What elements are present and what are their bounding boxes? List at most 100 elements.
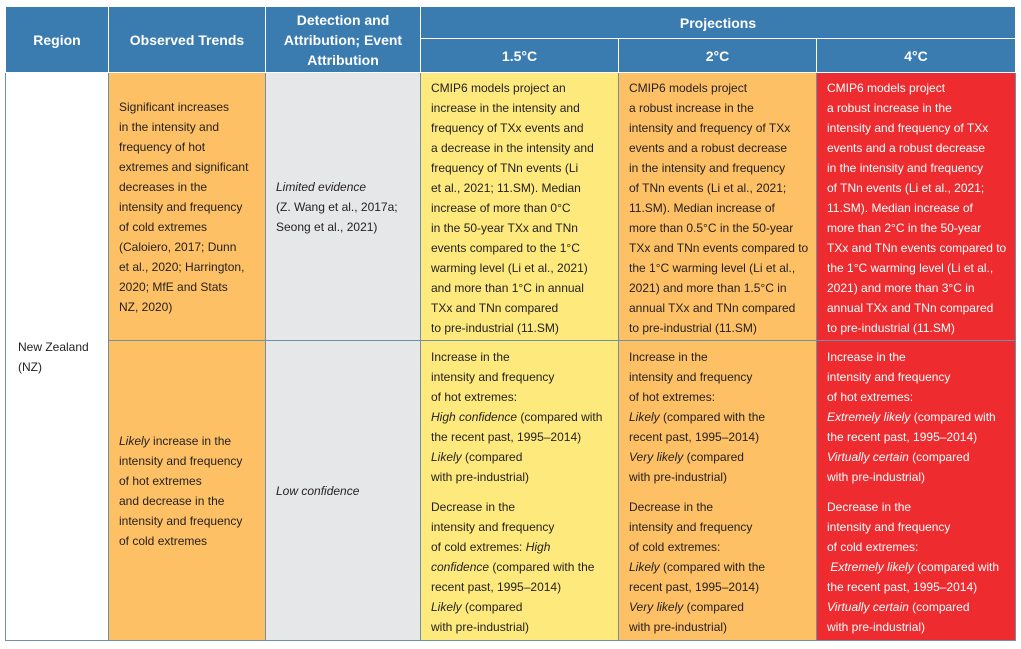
text-line: frequency of TXx events and [431, 121, 584, 135]
text-line: Likely increase in the [119, 431, 255, 451]
text-line: recent past, 1995–2014) [431, 580, 562, 594]
header-observed-trends: Observed Trends [108, 6, 266, 73]
text-line: recent past, 1995–2014) [629, 580, 760, 594]
text-line: intensity and frequency [629, 520, 753, 534]
text-line: a robust increase in the [629, 101, 754, 115]
text-line: Decrease in the [629, 500, 714, 514]
text-line: with pre-industrial) [629, 620, 728, 634]
text-line: of cold extremes: High [431, 537, 608, 557]
text-line: CMIP6 models project [827, 81, 946, 95]
header-projection-2c: 2°C [618, 38, 817, 73]
projection-2c-cell: CMIP6 models project a robust increase i… [618, 72, 817, 341]
text-line: intensity and frequency [119, 513, 243, 528]
text-fragment: (compared with the [659, 410, 766, 424]
text-line: the 1°C warming level (Li et al., [827, 261, 994, 275]
text-line: more than 0.5°C in the 50-year [629, 221, 794, 235]
region-code: (NZ) [18, 359, 42, 374]
text-line: Seong et al., 2021) [276, 219, 378, 234]
likelihood-label: Extremely likely [830, 560, 914, 574]
text-line: of hot extremes: [431, 390, 518, 404]
region-name: New Zealand [18, 339, 89, 354]
text-line: Significant increases [119, 99, 230, 114]
header-detection-line: Detection and [296, 11, 390, 28]
text-line: Extremely likely (compared with [827, 557, 1005, 577]
paragraph-gap [431, 487, 608, 497]
text-line: of cold extremes: [827, 540, 919, 554]
text-line: annual TXx and TNn compared [827, 301, 994, 315]
text-line: and more than 1°C in annual [431, 281, 584, 295]
text-line: Decrease in the [431, 500, 516, 514]
text-line: Extremely likely (compared with [827, 407, 1005, 427]
text-line: increase in the intensity and [431, 101, 580, 115]
text-line: with pre-industrial) [827, 470, 926, 484]
text-fragment: (compared with [910, 410, 996, 424]
text-line: to pre-industrial (11.SM) [431, 321, 559, 335]
text-line: the 1°C warming level (Li et al., [629, 261, 796, 275]
text-line: of cold extremes [119, 219, 208, 234]
text-line: decreases in the [119, 179, 208, 194]
header-detection-line: Attribution; Event [283, 31, 403, 48]
header-projections: Projections [419, 6, 1017, 39]
projection-1-5c-cell: CMIP6 models project an increase in the … [420, 72, 619, 341]
text-line: of hot extremes [119, 473, 202, 488]
attribution-cell: Low confidence [265, 340, 421, 641]
text-line: recent past, 1995–2014) [629, 430, 760, 444]
text-line: 2021) and more than 1.5°C in [629, 281, 787, 295]
text-line: in the intensity and frequency [827, 161, 984, 175]
text-line: intensity and frequency [431, 520, 555, 534]
text-line: frequency of TNn events (Li [431, 161, 579, 175]
text-line: Likely (compared [431, 597, 608, 617]
paragraph-gap [629, 487, 806, 497]
header-detection-line: Attribution [307, 51, 379, 68]
text-fragment: (compared [461, 450, 523, 464]
text-fragment: (compared [908, 450, 970, 464]
text-line: High confidence (compared with [431, 407, 608, 427]
table-row: Likely increase in the intensity and fre… [6, 340, 1017, 641]
text-line: (Caloiero, 2017; Dunn [119, 239, 237, 254]
confidence-label: confidence [431, 560, 490, 574]
text-fragment: (compared [683, 450, 744, 464]
likelihood-label: Very likely [629, 600, 684, 614]
text-fragment: (compared with [517, 410, 603, 424]
text-line: intensity and frequency [827, 370, 951, 384]
text-line: 11.SM). Median increase of [629, 201, 775, 215]
text-line: of hot extremes: [827, 390, 914, 404]
text-line: of TNn events (Li et al., 2021; [629, 181, 787, 195]
header-projection-1-5c: 1.5°C [420, 38, 619, 73]
text-line: of hot extremes: [629, 390, 716, 404]
text-line: events compared to the 1°C [431, 241, 580, 255]
attribution-cell: Limited evidence (Z. Wang et al., 2017a;… [265, 72, 421, 341]
text-line: CMIP6 models project [629, 81, 748, 95]
text-fragment: (compared [461, 600, 523, 614]
text-line: a decrease in the intensity and [431, 141, 594, 155]
text-line: the recent past, 1995–2014) [431, 430, 582, 444]
likelihood-label: Likely [629, 560, 660, 574]
text-fragment: (compared with the [489, 560, 595, 574]
confidence-label: High confidence [431, 410, 518, 424]
text-fragment: (compared with the [659, 560, 766, 574]
text-line: the recent past, 1995–2014) [827, 580, 978, 594]
text-fragment: (compared [908, 600, 970, 614]
text-line: confidence (compared with the [431, 557, 608, 577]
text-line: intensity and frequency [827, 520, 951, 534]
text-line: increase of more than 0°C [431, 201, 571, 215]
text-line: with pre-industrial) [629, 470, 728, 484]
text-line: events and a robust decrease [827, 141, 986, 155]
text-line: Increase in the [827, 350, 906, 364]
text-line: of cold extremes [119, 533, 208, 548]
table-row: New Zealand (NZ) Significant increases i… [5, 72, 1017, 641]
projection-4c-cell: CMIP6 models project a robust increase i… [815, 72, 1017, 341]
text-line: intensity and frequency [119, 199, 243, 214]
text-line: with pre-industrial) [827, 620, 926, 634]
confidence-label: High [525, 540, 551, 554]
text-line: to pre-industrial (11.SM) [827, 321, 955, 335]
text-line: more than 2°C in the 50-year [827, 221, 982, 235]
text-line: Decrease in the [827, 500, 912, 514]
text-line: TXx and TNn compared [431, 301, 559, 315]
text-line: et al., 2020; Harrington, [119, 259, 245, 274]
text-line: in the intensity and [119, 119, 220, 134]
text-line: and decrease in the [119, 493, 225, 508]
confidence-label: Limited evidence [276, 179, 367, 194]
text-line: Virtually certain (compared [827, 597, 1005, 617]
text-line: warming level (Li et al., 2021) [431, 261, 588, 275]
